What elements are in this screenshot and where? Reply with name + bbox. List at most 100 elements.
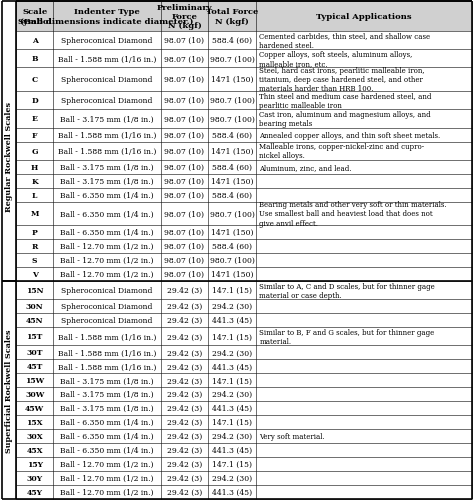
Text: 29.42 (3): 29.42 (3) bbox=[167, 317, 202, 325]
Text: Spheroconical Diamond: Spheroconical Diamond bbox=[61, 76, 153, 84]
Text: 98.07 (10): 98.07 (10) bbox=[164, 97, 204, 105]
Text: Total Force
N (kgf): Total Force N (kgf) bbox=[206, 9, 258, 26]
Text: 147.1 (15): 147.1 (15) bbox=[212, 287, 252, 295]
Text: Copper alloys, soft steels, aluminum alloys,
malleable iron, etc.: Copper alloys, soft steels, aluminum all… bbox=[259, 51, 413, 68]
Text: Spheroconical Diamond: Spheroconical Diamond bbox=[61, 287, 153, 295]
Text: 98.07 (10): 98.07 (10) bbox=[164, 147, 204, 155]
Text: 147.1 (15): 147.1 (15) bbox=[212, 377, 252, 385]
Text: 30W: 30W bbox=[25, 390, 45, 398]
Text: Very soft material.: Very soft material. bbox=[259, 432, 325, 440]
Text: C: C bbox=[32, 76, 38, 84]
Text: 147.1 (15): 147.1 (15) bbox=[212, 333, 252, 341]
Text: Superficial Rockwell Scales: Superficial Rockwell Scales bbox=[5, 329, 13, 452]
Bar bbox=[16, 2, 472, 32]
Text: Spheroconical Diamond: Spheroconical Diamond bbox=[61, 37, 153, 45]
Text: Malleable irons, copper-nickel-zinc and cupro-
nickel alloys.: Malleable irons, copper-nickel-zinc and … bbox=[259, 143, 424, 160]
Text: 29.42 (3): 29.42 (3) bbox=[167, 303, 202, 311]
Text: Regular Rockwell Scales: Regular Rockwell Scales bbox=[5, 102, 13, 211]
Text: Similar to A, C and D scales, but for thinner gage
material or case depth.: Similar to A, C and D scales, but for th… bbox=[259, 282, 435, 299]
Text: Ball - 1.588 mm (1/16 in.): Ball - 1.588 mm (1/16 in.) bbox=[58, 363, 156, 371]
Text: 29.42 (3): 29.42 (3) bbox=[167, 377, 202, 385]
Text: Cast iron, aluminum and magnesium alloys, and
bearing metals: Cast iron, aluminum and magnesium alloys… bbox=[259, 111, 431, 128]
Text: 98.07 (10): 98.07 (10) bbox=[164, 163, 204, 171]
Text: 98.07 (10): 98.07 (10) bbox=[164, 229, 204, 237]
Text: 30T: 30T bbox=[27, 349, 43, 357]
Text: 441.3 (45): 441.3 (45) bbox=[212, 404, 253, 412]
Text: 45T: 45T bbox=[27, 363, 43, 371]
Text: 29.42 (3): 29.42 (3) bbox=[167, 474, 202, 482]
Text: 98.07 (10): 98.07 (10) bbox=[164, 257, 204, 265]
Text: Ball - 6.350 mm (1/4 in.): Ball - 6.350 mm (1/4 in.) bbox=[60, 432, 154, 440]
Text: 15T: 15T bbox=[27, 333, 43, 341]
Text: Cemented carbides, thin steel, and shallow case
hardened steel.: Cemented carbides, thin steel, and shall… bbox=[259, 33, 430, 50]
Text: Ball - 12.70 mm (1/2 in.): Ball - 12.70 mm (1/2 in.) bbox=[60, 271, 154, 279]
Text: Ball - 1.588 mm (1/16 in.): Ball - 1.588 mm (1/16 in.) bbox=[58, 147, 156, 155]
Text: 98.07 (10): 98.07 (10) bbox=[164, 191, 204, 199]
Text: 441.3 (45): 441.3 (45) bbox=[212, 363, 253, 371]
Text: Ball - 3.175 mm (1/8 in.): Ball - 3.175 mm (1/8 in.) bbox=[60, 377, 154, 385]
Text: 98.07 (10): 98.07 (10) bbox=[164, 271, 204, 279]
Text: Similar to B, F and G scales, but for thinner gage
material.: Similar to B, F and G scales, but for th… bbox=[259, 328, 435, 345]
Text: S: S bbox=[32, 257, 37, 265]
Text: 588.4 (60): 588.4 (60) bbox=[212, 163, 252, 171]
Text: G: G bbox=[31, 147, 38, 155]
Text: 29.42 (3): 29.42 (3) bbox=[167, 418, 202, 426]
Text: Ball - 3.175 mm (1/8 in.): Ball - 3.175 mm (1/8 in.) bbox=[60, 177, 154, 185]
Text: 29.42 (3): 29.42 (3) bbox=[167, 460, 202, 468]
Text: 147.1 (15): 147.1 (15) bbox=[212, 460, 252, 468]
Text: Ball - 12.70 mm (1/2 in.): Ball - 12.70 mm (1/2 in.) bbox=[60, 460, 154, 468]
Text: 29.42 (3): 29.42 (3) bbox=[167, 363, 202, 371]
Text: Ball - 1.588 mm (1/16 in.): Ball - 1.588 mm (1/16 in.) bbox=[58, 333, 156, 341]
Text: 1471 (150): 1471 (150) bbox=[211, 229, 254, 237]
Text: Ball - 1.588 mm (1/16 in.): Ball - 1.588 mm (1/16 in.) bbox=[58, 131, 156, 139]
Text: Ball - 6.350 mm (1/4 in.): Ball - 6.350 mm (1/4 in.) bbox=[60, 191, 154, 199]
Text: 98.07 (10): 98.07 (10) bbox=[164, 37, 204, 45]
Text: 980.7 (100): 980.7 (100) bbox=[210, 210, 255, 218]
Text: 15Y: 15Y bbox=[27, 460, 43, 468]
Text: Preliminary
Force
N (kgf): Preliminary Force N (kgf) bbox=[157, 4, 212, 30]
Text: 294.2 (30): 294.2 (30) bbox=[212, 390, 253, 398]
Text: 98.07 (10): 98.07 (10) bbox=[164, 210, 204, 218]
Text: Ball - 3.175 mm (1/8 in.): Ball - 3.175 mm (1/8 in.) bbox=[60, 163, 154, 171]
Text: Spheroconical Diamond: Spheroconical Diamond bbox=[61, 97, 153, 105]
Text: A: A bbox=[32, 37, 37, 45]
Text: V: V bbox=[32, 271, 37, 279]
Text: 29.42 (3): 29.42 (3) bbox=[167, 432, 202, 440]
Text: Ball - 6.350 mm (1/4 in.): Ball - 6.350 mm (1/4 in.) bbox=[60, 229, 154, 237]
Text: 30Y: 30Y bbox=[27, 474, 43, 482]
Text: Indenter Type
(Ball dimensions indicate diameter.): Indenter Type (Ball dimensions indicate … bbox=[20, 9, 194, 26]
Text: 980.7 (100): 980.7 (100) bbox=[210, 97, 255, 105]
Text: R: R bbox=[31, 242, 38, 250]
Text: 98.07 (10): 98.07 (10) bbox=[164, 131, 204, 139]
Text: 29.42 (3): 29.42 (3) bbox=[167, 488, 202, 496]
Text: Ball - 3.175 mm (1/8 in.): Ball - 3.175 mm (1/8 in.) bbox=[60, 390, 154, 398]
Text: F: F bbox=[32, 131, 37, 139]
Text: Ball - 1.588 mm (1/16 in.): Ball - 1.588 mm (1/16 in.) bbox=[58, 55, 156, 63]
Text: 29.42 (3): 29.42 (3) bbox=[167, 446, 202, 454]
Text: 588.4 (60): 588.4 (60) bbox=[212, 191, 252, 199]
Text: 30N: 30N bbox=[26, 303, 44, 311]
Text: 294.2 (30): 294.2 (30) bbox=[212, 303, 253, 311]
Text: 45W: 45W bbox=[25, 404, 45, 412]
Text: 1471 (150): 1471 (150) bbox=[211, 76, 254, 84]
Text: Typical Applications: Typical Applications bbox=[316, 13, 412, 21]
Text: 588.4 (60): 588.4 (60) bbox=[212, 37, 252, 45]
Text: 441.3 (45): 441.3 (45) bbox=[212, 488, 253, 496]
Text: 45X: 45X bbox=[27, 446, 43, 454]
Text: 15N: 15N bbox=[26, 287, 44, 295]
Text: 29.42 (3): 29.42 (3) bbox=[167, 349, 202, 357]
Text: Annealed copper alloys, and thin soft sheet metals.: Annealed copper alloys, and thin soft sh… bbox=[259, 131, 440, 139]
Text: 147.1 (15): 147.1 (15) bbox=[212, 418, 252, 426]
Text: 1471 (150): 1471 (150) bbox=[211, 177, 254, 185]
Text: 588.4 (60): 588.4 (60) bbox=[212, 131, 252, 139]
Text: Aluminum, zinc, and lead.: Aluminum, zinc, and lead. bbox=[259, 163, 352, 171]
Text: Ball - 12.70 mm (1/2 in.): Ball - 12.70 mm (1/2 in.) bbox=[60, 242, 154, 250]
Text: Steel, hard cast irons, pearlitic malleable iron,
titanium, deep case hardened s: Steel, hard cast irons, pearlitic mallea… bbox=[259, 67, 425, 93]
Text: 29.42 (3): 29.42 (3) bbox=[167, 287, 202, 295]
Text: 45N: 45N bbox=[26, 317, 44, 325]
Text: Ball - 6.350 mm (1/4 in.): Ball - 6.350 mm (1/4 in.) bbox=[60, 418, 154, 426]
Text: 294.2 (30): 294.2 (30) bbox=[212, 474, 253, 482]
Text: 15X: 15X bbox=[27, 418, 43, 426]
Text: 98.07 (10): 98.07 (10) bbox=[164, 177, 204, 185]
Text: Ball - 12.70 mm (1/2 in.): Ball - 12.70 mm (1/2 in.) bbox=[60, 488, 154, 496]
